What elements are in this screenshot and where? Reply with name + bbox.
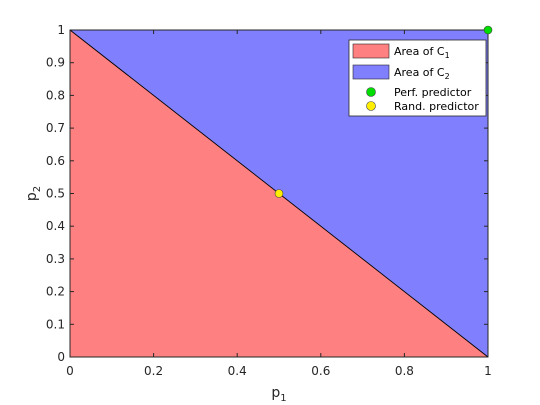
legend-label-c1: Area of C1 (394, 45, 450, 60)
y-tick-label: 0 (57, 350, 65, 364)
x-tick-label: 1 (484, 364, 492, 378)
legend-label-rand: Rand. predictor (394, 100, 479, 113)
legend-label-perf: Perf. predictor (394, 86, 472, 99)
y-tick-label: 0.9 (46, 56, 65, 70)
y-tick-label: 0.8 (46, 88, 65, 102)
y-tick-label: 0.6 (46, 154, 65, 168)
legend-swatch-c1 (352, 43, 390, 59)
y-tick-label: 0.4 (46, 219, 65, 233)
legend-label-c2: Area of C2 (394, 66, 450, 81)
x-axis-label: p1 (271, 385, 286, 404)
perf-predictor-point (483, 25, 493, 35)
y-axis-label: p2 (24, 186, 43, 201)
x-tick-label: 0 (66, 364, 74, 378)
y-tick-label: 0.1 (46, 317, 65, 331)
x-tick-label: 0.6 (311, 364, 330, 378)
legend-marker-rand (366, 101, 376, 111)
y-tick-label: 0.2 (46, 285, 65, 299)
x-tick-label: 0.4 (228, 364, 247, 378)
x-tick-label: 0.2 (144, 364, 163, 378)
x-tick-label: 0.8 (395, 364, 414, 378)
legend-marker-perf (366, 87, 376, 97)
rand-predictor-point (274, 189, 284, 198)
legend: Area of C1 Area of C2 Perf. predictor Ra… (348, 39, 487, 117)
points-layer (274, 25, 493, 198)
y-tick-label: 1 (57, 23, 65, 37)
legend-swatch-c2 (352, 64, 390, 80)
y-tick-label: 0.3 (46, 252, 65, 266)
y-tick-label: 0.7 (46, 121, 65, 135)
y-tick-label: 0.5 (46, 187, 65, 201)
ticks-layer: 0 0.2 0.4 0.6 0.8 1 0 0.1 0.2 0.3 0.4 0.5 0.6 0.7 0.8 0… (46, 23, 492, 378)
